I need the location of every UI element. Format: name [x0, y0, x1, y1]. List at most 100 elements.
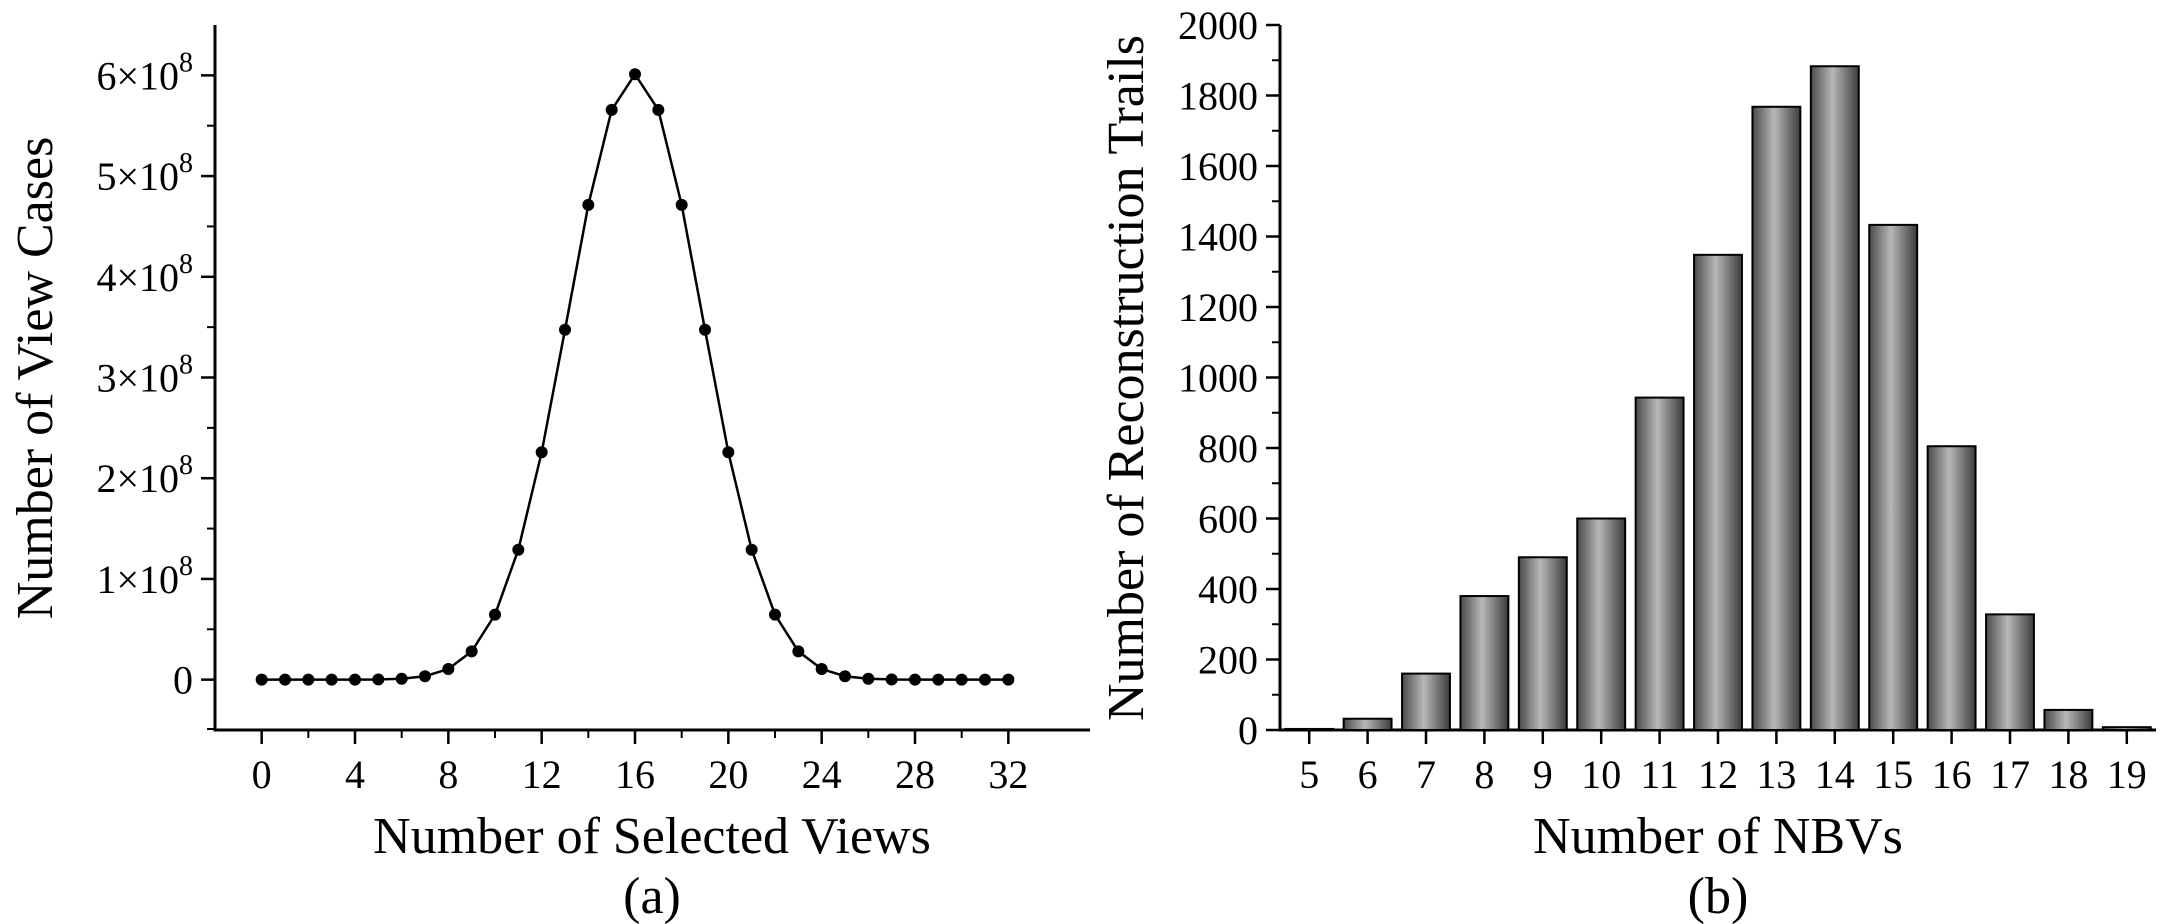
- chart-b-y-tick-label: 800: [1198, 426, 1258, 471]
- chart-b-y-tick-label: 200: [1198, 638, 1258, 683]
- chart-a-data-point: [955, 673, 968, 686]
- chart-b-x-tick-label: 16: [1932, 752, 1972, 797]
- chart-a-data-point: [839, 670, 851, 683]
- chart-a-x-tick-label: 28: [895, 752, 935, 797]
- chart-b-x-tick-label: 17: [1990, 752, 2030, 797]
- chart-b-y-tick-label: 2000: [1178, 3, 1258, 48]
- chart-a-x-tick-label: 0: [252, 752, 272, 797]
- chart-a-data-point: [605, 103, 618, 116]
- chart-b-bar: [2043, 708, 2094, 731]
- chart-b-bar: [1342, 717, 1393, 731]
- chart-a-data-point: [815, 663, 828, 676]
- chart-b-y-tick-label: 400: [1198, 567, 1258, 612]
- chart-a-data-point: [279, 673, 291, 686]
- chart-b-bar: [1868, 223, 1919, 731]
- chart-a-x-tick-label: 12: [522, 752, 562, 797]
- chart-b-x-tick-label: 9: [1533, 752, 1553, 797]
- chart-b-bar: [1517, 556, 1568, 732]
- chart-a-data-point: [885, 673, 898, 686]
- chart-a-y-tick-label: 2×108: [96, 450, 193, 501]
- chart-a-data-point: [255, 673, 268, 686]
- chart-b-x-tick-label: 7: [1416, 752, 1436, 797]
- chart-b-y-tick-label: 600: [1198, 497, 1258, 542]
- chart-a-data-point: [675, 198, 688, 211]
- chart-b-bar: [1284, 727, 1335, 732]
- chart-a-data-point: [699, 323, 711, 336]
- chart-b-y-tick-label: 0: [1238, 708, 1258, 753]
- chart-a-data-point: [1002, 673, 1015, 686]
- chart-a-y-tick-label: 1×108: [96, 551, 193, 602]
- chart-a-data-point: [535, 446, 548, 459]
- chart-a-y-axis-title: Number of View Cases: [7, 137, 64, 620]
- chart-b-x-tick-label: 6: [1358, 752, 1378, 797]
- chart-b-y-tick-label: 1000: [1178, 356, 1258, 401]
- chart-a-data-point: [862, 672, 875, 685]
- chart-a-data-point: [325, 673, 338, 686]
- chart-b-x-axis-title: Number of NBVs: [1533, 808, 1903, 865]
- chart-b-bar: [1634, 396, 1685, 731]
- chart-b-x-tick-label: 10: [1581, 752, 1621, 797]
- chart-b-bar: [1401, 672, 1451, 731]
- chart-a-y-tick-label: 6×108: [96, 47, 193, 98]
- chart-a-x-tick-label: 24: [802, 752, 842, 797]
- chart-b: 0 200 400 600 800 1000 1200 1400 1600 1800 2000 5 6 7…: [1098, 3, 2156, 924]
- chart-b-x-tick-label: 11: [1640, 752, 1679, 797]
- chart-a-y-tick-label: 0: [173, 658, 193, 703]
- chart-a-panel-label: (a): [623, 868, 681, 924]
- chart-a-data-point: [302, 673, 315, 686]
- chart-a-data-point: [745, 543, 758, 556]
- chart-b-y-tick-label: 1600: [1178, 144, 1258, 189]
- chart-a-data-point: [419, 670, 431, 683]
- chart-a-x-tick-label: 20: [708, 752, 748, 797]
- chart-b-x-tick-label: 18: [2048, 752, 2088, 797]
- chart-a-data-point: [395, 672, 408, 685]
- chart-a-data-point: [722, 446, 735, 459]
- chart-b-bar: [1985, 613, 2035, 732]
- chart-a-data-point: [652, 103, 665, 116]
- chart-b-bar: [1751, 105, 1802, 731]
- chart-b-bar: [1576, 517, 1627, 731]
- chart-b-x-tick-label: 12: [1698, 752, 1738, 797]
- chart-b-x-tick-label: 14: [1815, 752, 1855, 797]
- chart-b-x-tick-label: 15: [1873, 752, 1913, 797]
- chart-a-data-point: [909, 673, 921, 686]
- chart-a-data-point: [769, 608, 781, 621]
- chart-b-x-tick-label: 8: [1474, 752, 1494, 797]
- chart-a-y-tick-label: 3×108: [96, 350, 193, 401]
- chart-b-panel-label: (b): [1688, 868, 1749, 924]
- chart-a-data-point: [465, 645, 478, 658]
- chart-a-data-point: [442, 663, 455, 676]
- chart-a: 0 4 8 12 16 20 24 28 32 0 1×108 2×108 3×108 4×108 5×10…: [7, 25, 1090, 924]
- chart-b-bar: [2101, 726, 2152, 731]
- chart-b-y-tick-label: 1800: [1178, 74, 1258, 119]
- chart-a-data-point: [629, 68, 641, 81]
- chart-a-data-point: [582, 198, 595, 211]
- chart-a-data-point: [349, 673, 361, 686]
- chart-b-bar: [1926, 445, 1977, 731]
- chart-b-x-tick-label: 19: [2107, 752, 2147, 797]
- chart-a-y-tick-label: 5×108: [96, 148, 193, 199]
- chart-b-y-axis-title: Number of Reconstruction Trails: [1098, 35, 1155, 721]
- chart-a-data-point: [792, 645, 805, 658]
- chart-a-data-point: [512, 543, 525, 556]
- chart-b-y-tick-label: 1400: [1178, 215, 1258, 260]
- chart-a-x-tick-label: 8: [438, 752, 458, 797]
- chart-b-bar: [1693, 253, 1743, 732]
- chart-a-x-tick-label: 32: [988, 752, 1028, 797]
- chart-a-x-tick-label: 16: [615, 752, 655, 797]
- chart-a-data-point: [372, 673, 385, 686]
- chart-b-bar: [1459, 595, 1510, 731]
- chart-a-data-point: [489, 608, 501, 621]
- chart-a-y-tick-label: 4×108: [96, 249, 193, 300]
- chart-a-x-tick-label: 4: [345, 752, 365, 797]
- chart-a-data-point: [559, 323, 571, 336]
- chart-a-series-line: [261, 71, 1009, 681]
- chart-a-data-point: [932, 673, 945, 686]
- chart-b-y-tick-label: 1200: [1178, 285, 1258, 330]
- chart-b-x-tick-label: 13: [1756, 752, 1796, 797]
- chart-b-x-tick-label: 5: [1299, 752, 1319, 797]
- chart-a-x-axis-title: Number of Selected Views: [373, 808, 931, 865]
- chart-b-bar: [1809, 65, 1860, 732]
- chart-a-data-point: [979, 673, 991, 686]
